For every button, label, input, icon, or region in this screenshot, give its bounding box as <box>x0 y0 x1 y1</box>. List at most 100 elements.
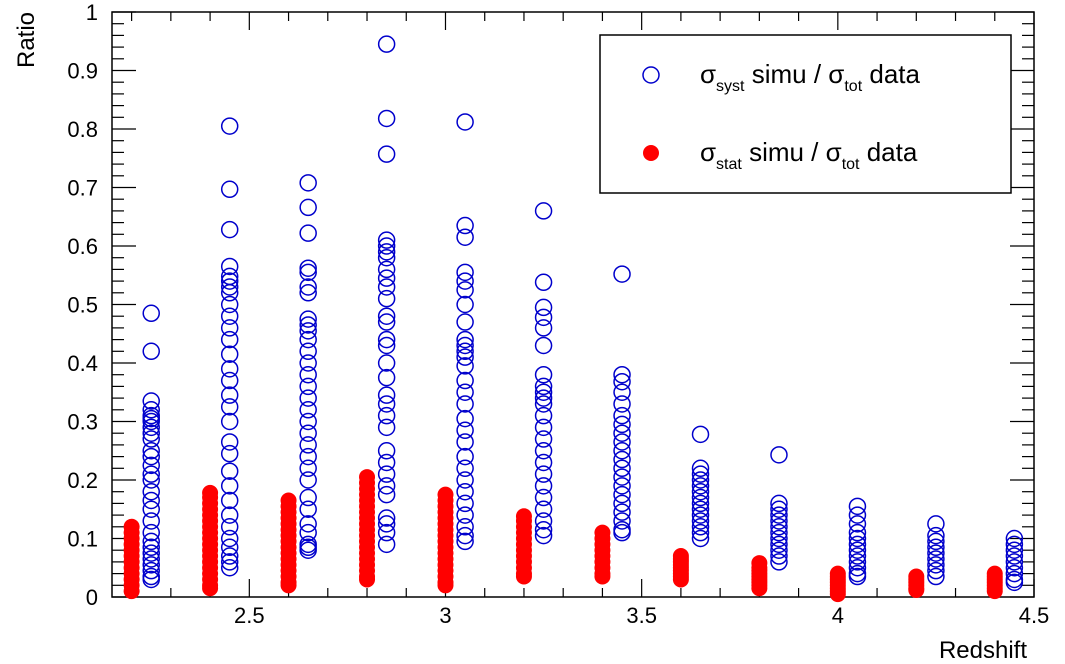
syst-point <box>142 500 160 518</box>
syst-point <box>848 567 867 586</box>
syst-point <box>220 371 239 390</box>
syst-point <box>299 278 317 296</box>
x-axis-title: Redshift <box>939 637 1027 664</box>
syst-point <box>613 468 631 486</box>
syst-point <box>848 497 867 516</box>
syst-point <box>1005 535 1024 554</box>
syst-point <box>691 518 710 536</box>
x-tick-label: 3 <box>439 603 451 628</box>
syst-point <box>299 436 317 454</box>
syst-point <box>142 430 160 448</box>
syst-point <box>299 174 317 192</box>
syst-point <box>299 541 317 559</box>
syst-point <box>534 395 553 413</box>
syst-point <box>927 561 945 580</box>
syst-point <box>534 298 553 317</box>
syst-point <box>220 506 239 524</box>
syst-point <box>770 553 788 571</box>
syst-point <box>377 289 396 308</box>
syst-point <box>927 544 945 562</box>
x-tick-label: 4.5 <box>1019 603 1050 628</box>
syst-point <box>142 538 160 557</box>
syst-point <box>1005 547 1024 565</box>
syst-point <box>613 477 631 495</box>
syst-point <box>142 550 160 568</box>
syst-point <box>377 477 396 495</box>
legend: σsyst simu / σtot data σstat simu / σtot… <box>599 34 1012 194</box>
syst-point <box>456 357 474 375</box>
syst-point <box>377 406 396 425</box>
legend-marker-syst <box>642 66 660 84</box>
syst-point <box>456 518 474 536</box>
syst-point <box>534 406 553 425</box>
syst-point <box>534 430 553 448</box>
syst-point <box>534 488 553 507</box>
syst-point <box>456 295 474 314</box>
syst-point <box>142 456 160 475</box>
syst-point <box>220 538 239 557</box>
syst-point <box>220 559 239 577</box>
syst-point <box>220 330 239 349</box>
syst-point <box>534 383 553 401</box>
syst-point <box>142 447 160 466</box>
syst-point <box>377 231 396 249</box>
syst-point <box>927 526 945 545</box>
syst-point <box>691 529 710 548</box>
syst-point <box>220 345 239 363</box>
syst-point <box>142 465 160 483</box>
syst-point <box>456 383 474 401</box>
syst-point <box>220 398 239 416</box>
syst-point <box>1005 559 1024 577</box>
syst-point <box>456 348 474 366</box>
y-tick-label: 0.9 <box>67 59 98 84</box>
syst-point <box>534 500 553 518</box>
series-1 <box>123 469 1003 603</box>
syst-point <box>299 459 317 478</box>
stat-point <box>672 571 689 588</box>
stat-point <box>280 577 297 594</box>
syst-point <box>456 281 474 299</box>
syst-point <box>377 260 396 279</box>
syst-point <box>456 228 474 246</box>
syst-point <box>220 518 239 536</box>
syst-point <box>220 284 239 302</box>
syst-point <box>770 494 788 513</box>
syst-point <box>456 433 474 451</box>
syst-point <box>220 462 239 480</box>
syst-point <box>613 459 631 478</box>
syst-point <box>220 117 239 135</box>
syst-point <box>377 237 396 255</box>
stat-point <box>123 583 140 600</box>
syst-point <box>770 541 788 559</box>
syst-point <box>220 444 239 463</box>
syst-point <box>613 415 631 434</box>
syst-point <box>299 284 317 302</box>
syst-point <box>534 512 553 530</box>
tick-labels: 2.5 3 3.5 4 4.5 0 0.1 0.2 0.3 0.4 0.5 0.6 0.7 0.8 0.9 1 <box>67 0 1049 628</box>
syst-point <box>534 477 553 495</box>
stat-point <box>594 568 611 585</box>
y-tick-label: 0.3 <box>67 410 98 435</box>
data-markers <box>123 35 1024 603</box>
syst-point <box>770 523 788 542</box>
stat-point <box>202 580 219 597</box>
syst-point <box>691 523 710 542</box>
x-tick-label: 3.5 <box>626 603 657 628</box>
syst-point <box>377 442 396 460</box>
syst-point <box>613 485 631 504</box>
syst-point <box>534 319 553 337</box>
syst-point <box>142 401 160 419</box>
syst-point <box>456 272 474 290</box>
syst-point <box>770 547 788 565</box>
syst-point <box>299 412 317 431</box>
syst-point <box>1005 553 1024 571</box>
syst-point <box>691 471 710 489</box>
y-tick-label: 0.7 <box>67 176 98 201</box>
syst-point <box>456 482 474 501</box>
syst-point <box>927 515 945 533</box>
syst-point <box>848 529 867 548</box>
syst-point <box>534 308 553 327</box>
syst-point <box>927 538 945 557</box>
syst-point <box>299 198 317 217</box>
